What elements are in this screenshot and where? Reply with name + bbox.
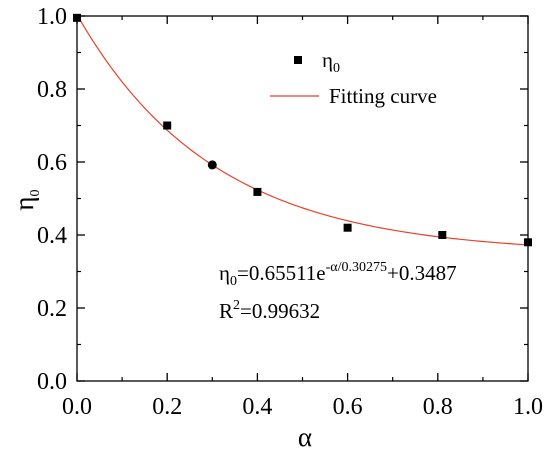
data-point (207, 160, 217, 170)
legend: η0 Fitting curve (270, 48, 437, 108)
x-tick-label: 0.6 (333, 394, 363, 420)
tick-labels: 0.0 0.2 0.4 0.6 0.8 1.0 0.0 0.2 0.4 0.6 0.8 1.0 (37, 4, 543, 420)
fit-equation: η0=0.65511e-α/0.30275+0.3487 (219, 260, 457, 289)
r-squared: R2=0.99632 (219, 298, 320, 323)
x-tick-label: 0.2 (152, 394, 182, 420)
data-point (73, 13, 81, 22)
x-tick-label: 1.0 (513, 394, 543, 420)
y-tick-label: 0.4 (37, 223, 67, 249)
ticks (76, 15, 529, 382)
axes (76, 15, 529, 382)
y-tick-label: 0.6 (37, 150, 67, 176)
x-tick-label: 0.8 (423, 394, 453, 420)
fitting-curve-line (76, 14, 529, 246)
y-axis-title-base: η (9, 196, 39, 210)
x-axis-title: α (298, 422, 312, 451)
x-tick-label: 0.0 (62, 394, 92, 420)
data-point (524, 238, 532, 247)
y-axis-title-sub: 0 (28, 189, 43, 196)
data-point (343, 223, 352, 232)
y-tick-label: 0.0 (37, 369, 67, 395)
x-tick-label: 0.4 (242, 394, 272, 420)
series (73, 13, 532, 247)
y-axis-title: η0 (9, 189, 43, 210)
data-point (163, 121, 172, 130)
plot-frame (76, 15, 529, 382)
legend-label-line: Fitting curve (329, 84, 437, 108)
data-point (438, 231, 447, 239)
y-tick-label: 0.8 (37, 77, 67, 103)
data-point (253, 187, 262, 196)
y-tick-label: 1.0 (37, 4, 67, 30)
legend-label-scatter: η0 (322, 48, 340, 76)
y-tick-label: 0.2 (37, 296, 67, 322)
legend-marker-scatter (294, 56, 302, 64)
